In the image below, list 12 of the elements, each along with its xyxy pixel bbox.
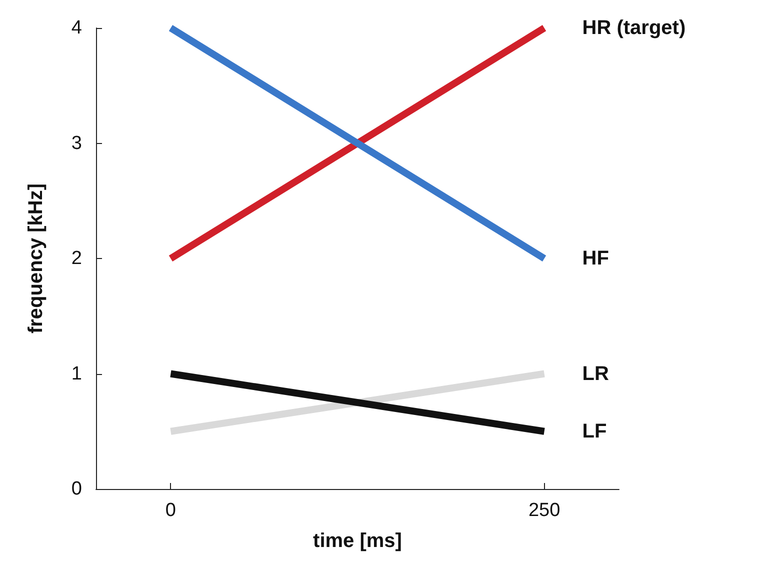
series-label: HF <box>582 248 609 270</box>
y-axis-title: frequency [kHz] <box>25 183 47 334</box>
series-label: LR <box>582 362 610 385</box>
y-tick-label: 4 <box>71 18 82 38</box>
x-axis-title: time [ms] <box>313 530 402 552</box>
y-tick-label: 2 <box>71 248 82 269</box>
series-label: HR (target) <box>582 17 686 39</box>
series-label: LF <box>582 420 607 442</box>
x-tick-label: 250 <box>528 500 560 521</box>
y-tick-label: 0 <box>71 478 82 500</box>
y-tick-label: 3 <box>71 132 82 154</box>
y-tick-label: 1 <box>71 363 82 384</box>
